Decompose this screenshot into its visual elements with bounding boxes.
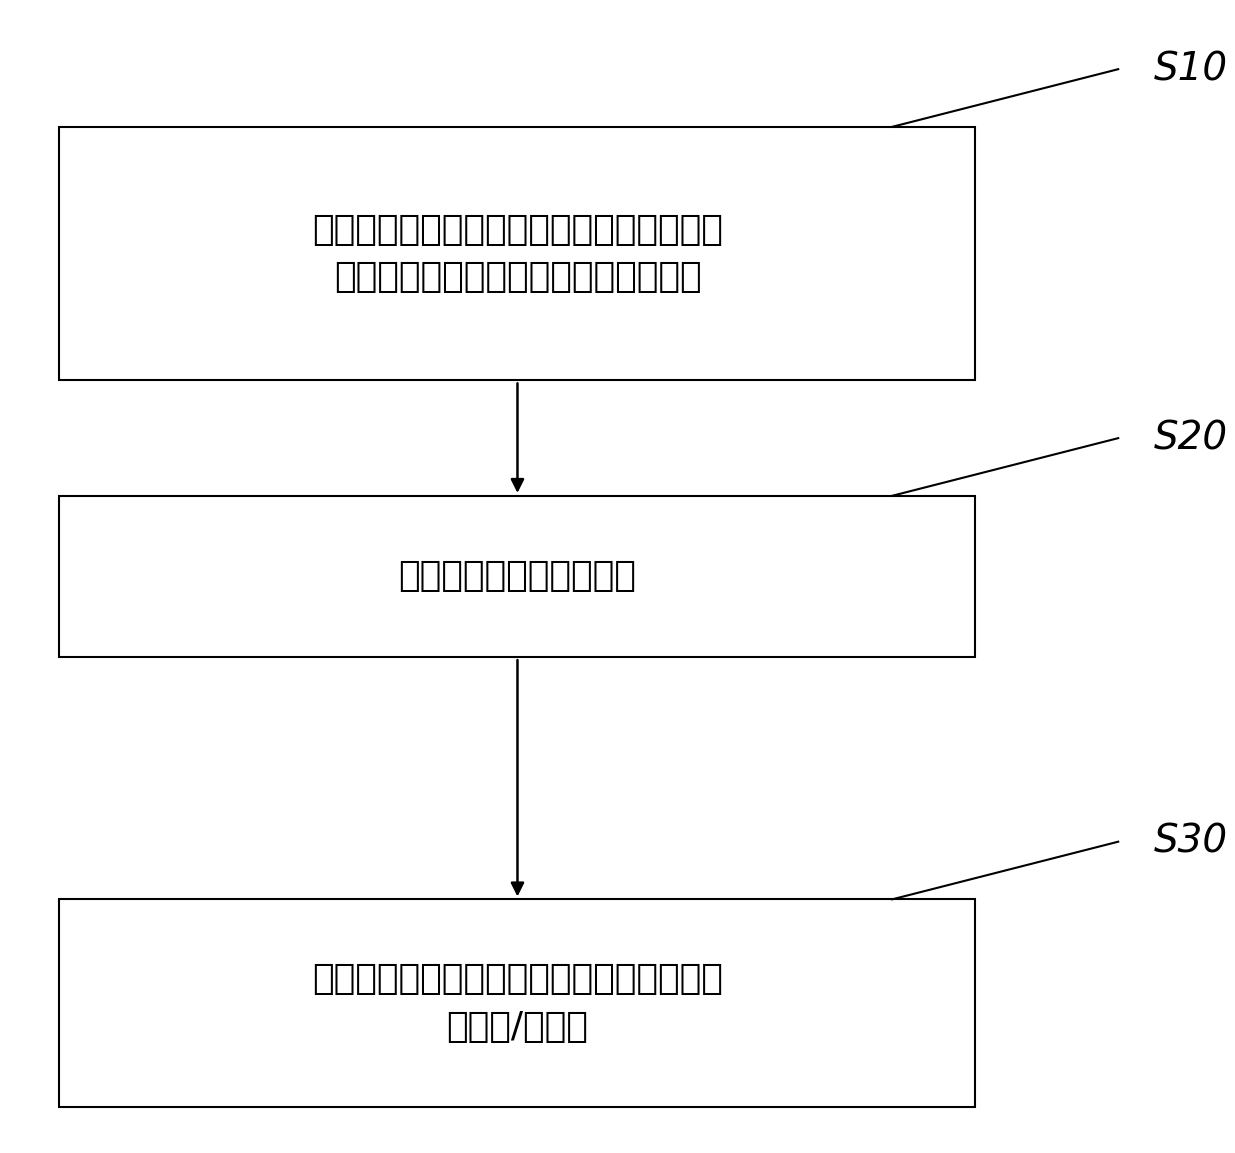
FancyBboxPatch shape [59, 127, 976, 380]
Text: S30: S30 [1153, 823, 1228, 860]
Text: 根据当前距离和当前移动速度，控制空调器
开启和/或运行: 根据当前距离和当前移动速度，控制空调器 开启和/或运行 [312, 963, 722, 1043]
Text: S20: S20 [1153, 420, 1228, 457]
Text: 读取用户当前的地理位置信息，根据该地理
位置信息计算用户与空调器的当前距离: 读取用户当前的地理位置信息，根据该地理 位置信息计算用户与空调器的当前距离 [312, 213, 722, 294]
FancyBboxPatch shape [59, 496, 976, 657]
FancyBboxPatch shape [59, 899, 976, 1107]
Text: S10: S10 [1153, 51, 1228, 88]
Text: 获取用户的当前移动速度: 获取用户的当前移动速度 [399, 559, 636, 594]
